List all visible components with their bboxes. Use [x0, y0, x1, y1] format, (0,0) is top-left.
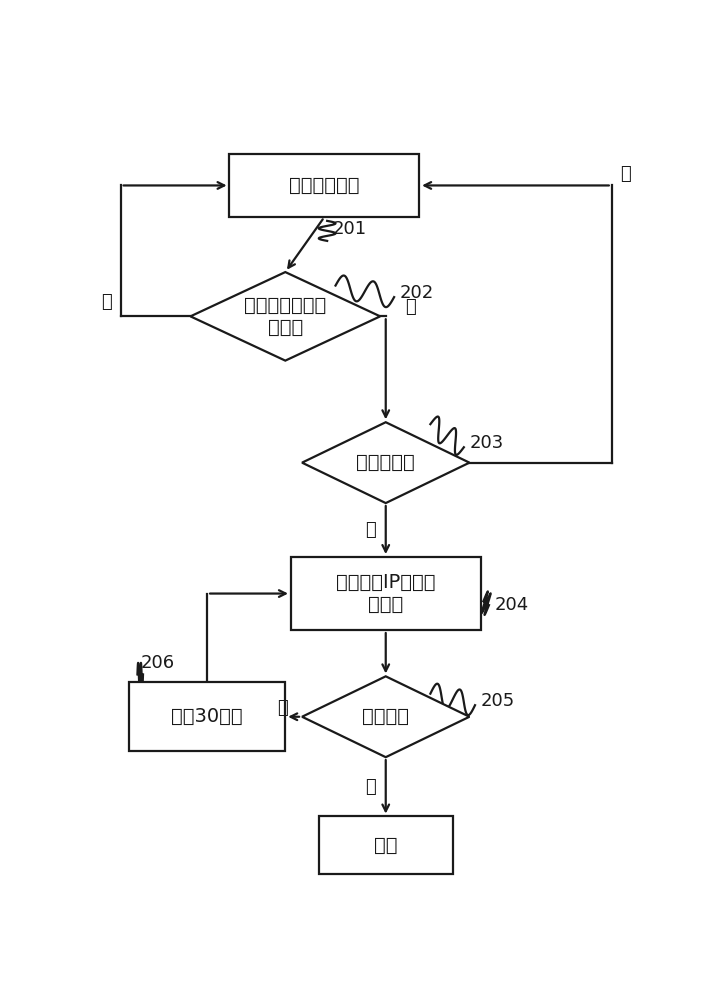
- Polygon shape: [302, 676, 469, 757]
- Text: 获取主站IP建立网
络连接: 获取主站IP建立网 络连接: [336, 573, 436, 614]
- Polygon shape: [190, 272, 380, 361]
- Text: 是否欠压？: 是否欠压？: [356, 453, 415, 472]
- Text: 203: 203: [469, 434, 504, 452]
- Bar: [291, 557, 481, 630]
- Text: 结束: 结束: [374, 836, 397, 855]
- Text: 是否连通: 是否连通: [362, 707, 409, 726]
- Bar: [129, 682, 285, 751]
- Text: 202: 202: [400, 284, 434, 302]
- Polygon shape: [302, 422, 469, 503]
- Text: 等待30分钟: 等待30分钟: [171, 707, 243, 726]
- Bar: [319, 816, 453, 874]
- Text: 204: 204: [495, 596, 528, 614]
- Text: 是: 是: [621, 165, 631, 183]
- Text: 是否等于自启动
时间？: 是否等于自启动 时间？: [244, 296, 326, 337]
- Text: 205: 205: [481, 692, 515, 710]
- Text: 是: 是: [405, 298, 416, 316]
- Text: 否: 否: [102, 293, 112, 311]
- Text: 201: 201: [333, 220, 367, 238]
- Bar: [230, 154, 419, 217]
- Text: 否: 否: [277, 699, 288, 717]
- Text: 获取当前时间: 获取当前时间: [289, 176, 359, 195]
- Text: 206: 206: [140, 654, 174, 672]
- Text: 是: 是: [365, 778, 376, 796]
- Text: 否: 否: [365, 521, 376, 539]
